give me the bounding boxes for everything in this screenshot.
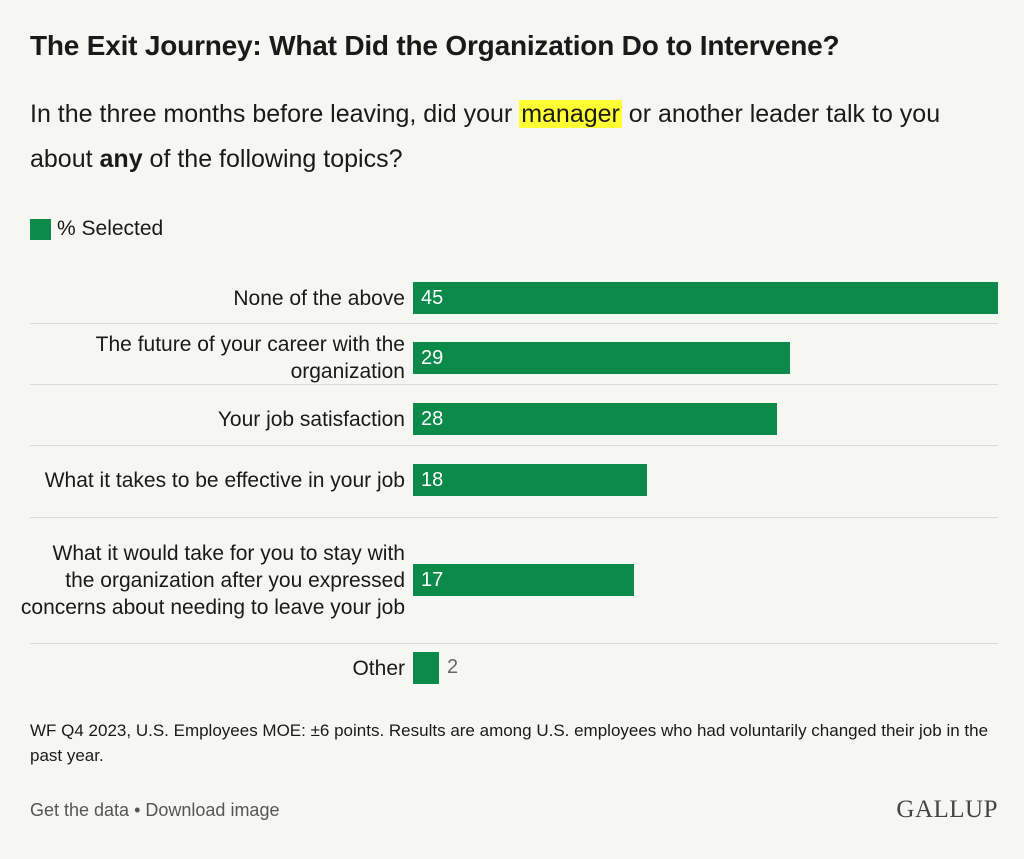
bar: 29: [413, 342, 790, 374]
row-divider: [30, 323, 998, 324]
legend-swatch: [30, 218, 51, 240]
subtitle-text-2: or another leader talk to you about: [30, 100, 941, 173]
data-label: 29: [421, 346, 444, 369]
source-note: WF Q4 2023, U.S. Employees MOE: ±6 point…: [30, 721, 989, 765]
subtitle-highlight: manager: [519, 100, 622, 128]
legend-label: % Selected: [57, 217, 164, 240]
bar: [413, 652, 439, 684]
data-label: 18: [421, 468, 444, 491]
chart-subtitle: In the three months before leaving, did …: [30, 92, 1000, 182]
data-label: 2: [447, 656, 459, 678]
subtitle-bold: any: [99, 145, 143, 173]
gallup-logo: GALLUP: [896, 796, 998, 823]
bar-chart: None of the above 45 The future of your ca…: [0, 270, 1024, 700]
row-divider: [30, 445, 998, 446]
chart-legend: % Selected: [30, 217, 163, 241]
category-label: What it takes to be effective in your jo…: [44, 468, 405, 492]
footer-links: Get the data • Download image: [30, 800, 279, 821]
chart-title: The Exit Journey: What Did the Organizat…: [30, 30, 840, 61]
download-image-link[interactable]: Download image: [145, 800, 280, 820]
row-divider: [30, 643, 998, 644]
category-label: The future of your career with the organ…: [95, 333, 405, 383]
row-divider: [30, 517, 998, 518]
row-divider: [30, 384, 998, 385]
get-data-link[interactable]: Get the data: [30, 800, 130, 820]
footer-separator: •: [129, 800, 146, 820]
category-label: Your job satisfaction: [217, 407, 405, 431]
bar: 17: [413, 564, 634, 596]
bar: 18: [413, 464, 647, 496]
category-label: None of the above: [233, 286, 405, 310]
category-label: What it would take for you to stay with …: [20, 541, 405, 619]
bar: 45: [413, 282, 998, 314]
subtitle-text-3: of the following topics?: [142, 145, 403, 173]
data-label: 45: [421, 286, 444, 309]
bar: 28: [413, 403, 777, 435]
data-label: 17: [421, 568, 444, 591]
subtitle-text-1: In the three months before leaving, did …: [30, 100, 520, 128]
category-label: Other: [352, 656, 405, 680]
data-label: 28: [421, 407, 444, 430]
